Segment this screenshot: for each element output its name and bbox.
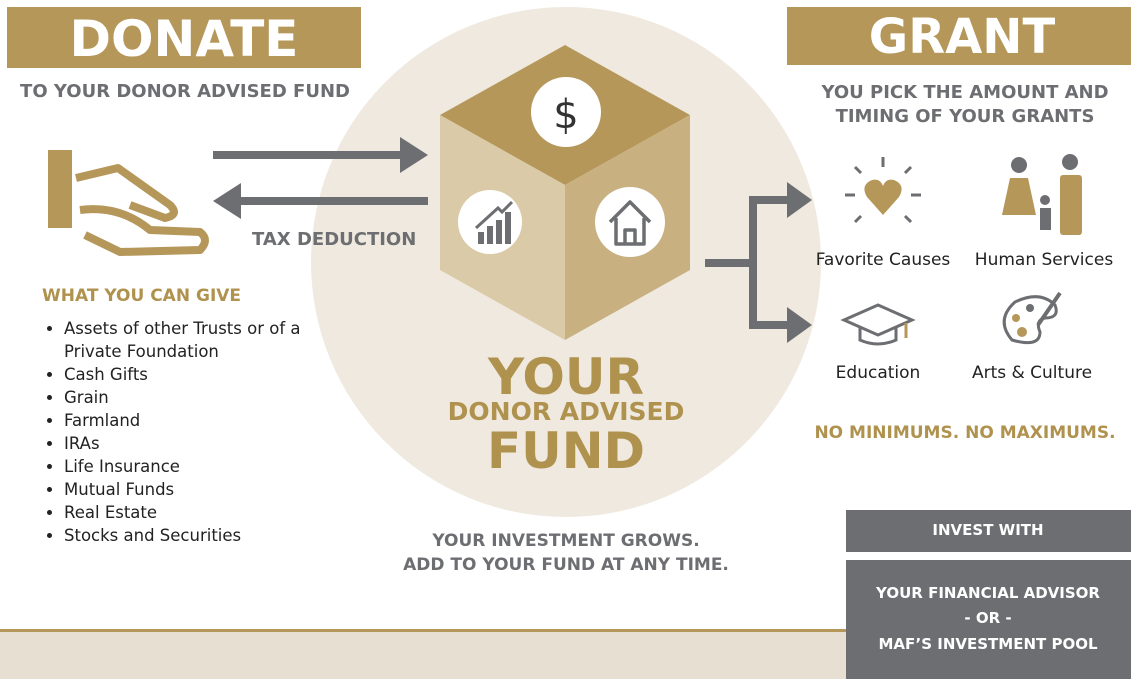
give-item: Grain	[64, 386, 314, 409]
invest-option: - OR -	[964, 609, 1012, 627]
give-item: IRAs	[64, 432, 314, 455]
fund-line1: YOUR	[487, 348, 645, 406]
donate-banner	[7, 7, 361, 68]
give-item: Life Insurance	[64, 455, 314, 478]
invest-heading: INVEST WITH	[932, 521, 1044, 539]
donate-subtitle: TO YOUR DONOR ADVISED FUND	[20, 81, 350, 102]
give-item: Assets of other Trusts or of a Private F…	[64, 317, 314, 363]
hand-icon	[48, 150, 209, 256]
grant-banner	[787, 7, 1131, 65]
tax-deduction: TAX DEDUCTION	[252, 229, 417, 250]
category-label: Human Services	[974, 250, 1114, 270]
give-item: Stocks and Securities	[64, 524, 314, 547]
invest-option: MAF’S INVESTMENT POOL	[878, 635, 1098, 653]
bottom-line	[0, 629, 1131, 632]
invest-heading-box	[846, 510, 1131, 552]
category-label: Favorite Causes	[815, 250, 951, 270]
grant-tagline: NO MINIMUMS. NO MAXIMUMS.	[814, 423, 1116, 443]
category-label: Education	[835, 363, 921, 383]
invest-options-box	[846, 560, 1131, 679]
fund-line3: FUND	[486, 422, 646, 480]
donate-title: DONATE	[69, 10, 299, 68]
give-item: Farmland	[64, 409, 314, 432]
give-item: Real Estate	[64, 501, 314, 524]
grant-title: GRANT	[868, 9, 1056, 65]
invest-option: YOUR FINANCIAL ADVISOR	[876, 584, 1100, 602]
fund-note: YOUR INVESTMENT GROWS.	[432, 531, 700, 551]
give-list: Assets of other Trusts or of a Private F…	[42, 317, 314, 547]
cube	[440, 45, 690, 340]
arrows	[213, 137, 812, 343]
give-item: Cash Gifts	[64, 363, 314, 386]
category-label: Arts & Culture	[971, 363, 1093, 383]
dollar-symbol: $	[553, 92, 579, 138]
give-heading: WHAT YOU CAN GIVE	[42, 286, 242, 306]
fund-line2: DONOR ADVISED	[447, 397, 685, 426]
grant-subtitle: YOU PICK THE AMOUNT AND	[821, 82, 1109, 103]
grant-icons	[840, 154, 1082, 346]
grant-subtitle: TIMING OF YOUR GRANTS	[835, 106, 1095, 127]
fund-note: ADD TO YOUR FUND AT ANY TIME.	[403, 555, 729, 575]
give-item: Mutual Funds	[64, 478, 314, 501]
